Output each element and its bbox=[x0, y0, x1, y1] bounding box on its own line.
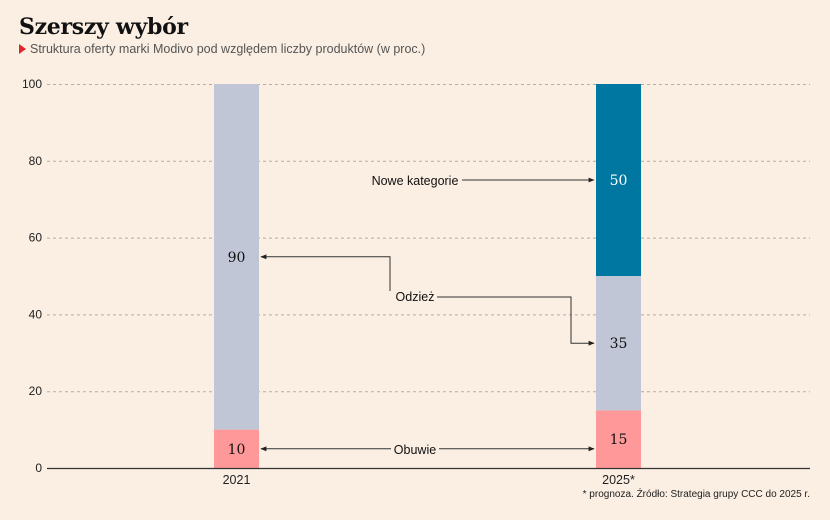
gridlines: 0 20 40 60 80 100 bbox=[22, 77, 810, 475]
annotation-nowe-kategorie: Nowe kategorie bbox=[372, 174, 459, 188]
x-tick-label: 2021 bbox=[223, 473, 251, 487]
data-label: 50 bbox=[610, 173, 628, 189]
data-label: 35 bbox=[610, 336, 628, 352]
chart-title: Szerszy wybór bbox=[19, 14, 188, 40]
data-label: 10 bbox=[228, 442, 246, 458]
x-tick-label: 2025* bbox=[602, 473, 635, 487]
y-tick-label: 60 bbox=[29, 231, 43, 245]
data-label: 90 bbox=[228, 250, 246, 266]
bar-segment bbox=[214, 84, 259, 430]
y-tick-label: 20 bbox=[29, 384, 43, 398]
bar-segment bbox=[596, 276, 641, 411]
data-label: 15 bbox=[610, 432, 628, 448]
odziez-connector-left bbox=[260, 254, 391, 291]
bar-segment bbox=[596, 410, 641, 468]
bar-segment bbox=[596, 84, 641, 276]
bars: 10 90 2021 15 35 50 2025* bbox=[214, 84, 641, 487]
odziez-connector-right bbox=[437, 296, 595, 346]
annotations: Obuwie Odzież Nowe kategorie bbox=[260, 174, 595, 457]
y-tick-label: 80 bbox=[29, 154, 43, 168]
footnote: * prognoza. Źródło: Strategia grupy CCC … bbox=[582, 489, 810, 500]
subtitle-text: Struktura oferty marki Modivo pod względ… bbox=[30, 42, 426, 56]
y-tick-label: 100 bbox=[22, 77, 42, 91]
annotation-odziez: Odzież bbox=[396, 290, 435, 304]
chart-subtitle: Struktura oferty marki Modivo pod względ… bbox=[19, 42, 425, 56]
y-tick-label: 40 bbox=[29, 307, 43, 321]
y-tick-label: 0 bbox=[35, 461, 42, 475]
annotation-obuwie: Obuwie bbox=[394, 443, 436, 457]
bar-segment bbox=[214, 429, 259, 468]
red-triangle-icon bbox=[19, 44, 26, 54]
